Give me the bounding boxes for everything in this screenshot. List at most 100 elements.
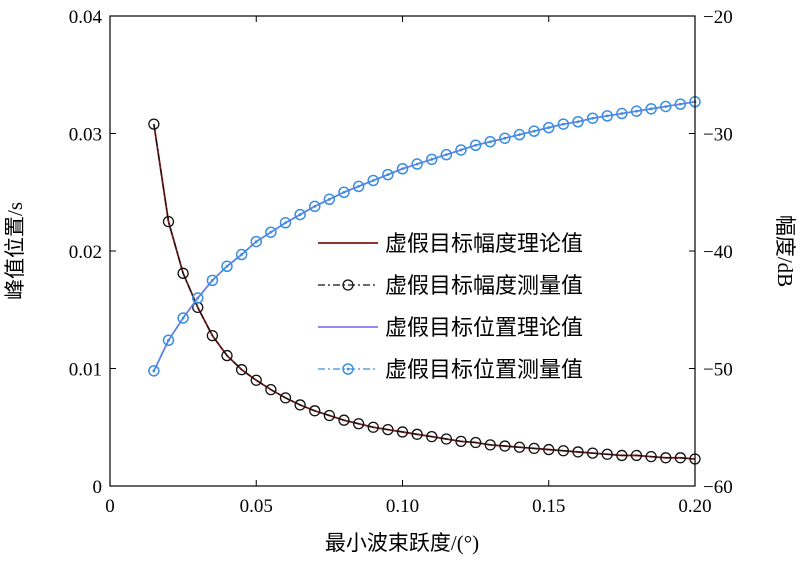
- data-point-marker: [528, 125, 540, 137]
- y-axis-label-right: 幅度/dB: [773, 215, 797, 287]
- data-point-marker-dot: [488, 140, 492, 144]
- data-point-marker-dot: [346, 367, 350, 371]
- data-point-marker: [601, 448, 613, 460]
- data-point-marker-dot: [240, 253, 244, 256]
- data-point-marker: [309, 200, 321, 213]
- y-right-tick-label: −30: [703, 125, 733, 146]
- data-point-marker-dot: [532, 129, 536, 133]
- series-layer: [148, 96, 701, 465]
- data-point-marker-dot: [430, 157, 434, 161]
- data-point-marker: [586, 447, 599, 459]
- data-point-marker-dot: [254, 240, 258, 244]
- ticks-layer: 0 0.05 0.10 0.15 0.20 0 0.01 0.02 0.03 0.04 −60 −50…: [69, 7, 733, 517]
- data-point-marker: [235, 364, 248, 376]
- data-point-marker-dot: [415, 162, 419, 166]
- x-axis-label: 最小波束跃度/(°): [325, 531, 479, 555]
- data-point-marker: [645, 103, 657, 115]
- data-point-marker-dot: [152, 369, 156, 373]
- data-point-marker-dot: [561, 122, 565, 126]
- data-point-marker: [250, 235, 262, 248]
- data-point-marker: [382, 168, 394, 181]
- data-point-marker: [396, 426, 409, 438]
- y-axis-label-left: 峰值位置/s: [3, 202, 27, 300]
- data-point-marker-dot: [605, 114, 609, 118]
- data-point-marker: [411, 158, 423, 170]
- data-point-marker: [572, 116, 584, 128]
- data-point-marker: [162, 215, 175, 228]
- data-point-marker: [645, 450, 657, 463]
- data-point-marker: [342, 279, 354, 291]
- x-tick-label: 0.20: [678, 496, 711, 517]
- data-point-marker: [206, 329, 219, 342]
- data-point-marker: [630, 105, 643, 117]
- legend-item: 虚假目标位置理论值: [318, 315, 583, 340]
- data-point-marker: [367, 421, 379, 433]
- data-point-marker: [148, 118, 160, 130]
- data-point-marker: [601, 110, 613, 122]
- data-point-marker: [630, 449, 643, 462]
- data-point-marker: [586, 112, 599, 124]
- x-tick-label: 0: [105, 496, 115, 517]
- data-point-marker: [528, 442, 540, 455]
- data-point-marker: [543, 443, 555, 456]
- data-point-marker-dot: [284, 221, 287, 225]
- legend-item: 虚假目标位置测量值: [318, 357, 583, 382]
- data-point-marker: [455, 435, 467, 448]
- data-point-marker: [235, 248, 248, 261]
- data-point-marker-dot: [371, 179, 375, 182]
- data-point-marker: [342, 363, 354, 375]
- data-point-marker: [469, 139, 482, 151]
- data-point-marker: [440, 148, 453, 161]
- data-point-marker: [557, 118, 570, 130]
- data-point-marker-dot: [342, 190, 346, 194]
- data-point-marker-dot: [327, 197, 331, 201]
- data-point-marker: [543, 121, 555, 134]
- data-point-marker: [177, 312, 189, 324]
- data-point-marker: [557, 445, 570, 457]
- y-left-tick-label: 0.04: [69, 7, 103, 28]
- series-2: [148, 118, 701, 465]
- x-tick-label: 0.05: [240, 496, 273, 517]
- legend-label: 虚假目标位置理论值: [385, 315, 583, 340]
- data-point-marker: [484, 439, 496, 451]
- data-point-marker: [382, 423, 394, 436]
- data-point-marker: [309, 405, 321, 417]
- data-point-marker-dot: [459, 148, 463, 152]
- data-point-marker: [294, 399, 306, 411]
- data-point-marker: [426, 430, 438, 443]
- data-point-marker: [469, 436, 482, 449]
- series-line: [153, 101, 696, 372]
- data-point-marker: [294, 208, 306, 221]
- data-point-marker-dot: [518, 133, 521, 137]
- data-point-marker: [352, 418, 365, 430]
- data-point-marker: [455, 144, 467, 156]
- data-point-marker: [221, 260, 233, 273]
- y-right-tick-label: −60: [703, 477, 733, 498]
- y-left-tick-label: 0.01: [69, 360, 102, 381]
- data-point-marker-dot: [576, 120, 580, 124]
- data-point-marker-dot: [591, 116, 595, 120]
- series-1: [152, 123, 696, 460]
- data-point-marker: [279, 392, 292, 404]
- data-point-marker-dot: [503, 136, 507, 140]
- data-point-marker: [616, 107, 628, 120]
- data-point-marker-dot: [181, 316, 185, 320]
- data-point-marker: [250, 374, 262, 386]
- data-point-marker: [513, 128, 526, 141]
- data-point-marker: [338, 414, 350, 426]
- legend-label: 虚假目标幅度理论值: [385, 231, 583, 256]
- data-point-marker: [323, 193, 336, 206]
- data-point-marker-dot: [649, 107, 653, 111]
- data-point-marker-dot: [357, 184, 361, 188]
- data-point-marker-dot: [635, 109, 638, 113]
- data-point-marker: [221, 349, 233, 362]
- data-point-marker-dot: [210, 278, 214, 282]
- data-point-marker: [513, 441, 526, 453]
- data-point-marker-dot: [298, 213, 302, 216]
- data-point-marker: [674, 98, 687, 110]
- data-point-marker-dot: [196, 296, 200, 300]
- data-point-marker-dot: [547, 126, 551, 130]
- data-point-marker-dot: [269, 230, 273, 234]
- data-point-marker: [426, 153, 438, 166]
